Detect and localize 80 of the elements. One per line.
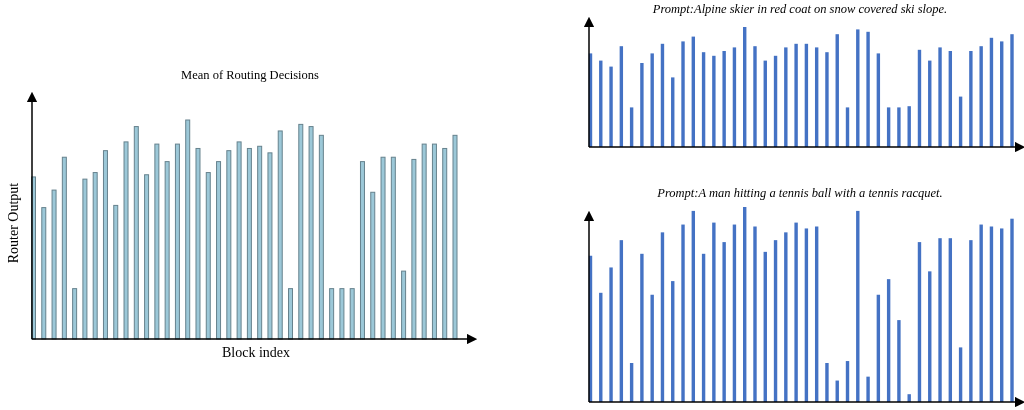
bar — [784, 47, 788, 147]
bar — [380, 156, 386, 340]
bar — [897, 320, 901, 402]
bar — [72, 288, 78, 340]
bar — [288, 288, 294, 340]
bar — [681, 41, 685, 147]
bar — [92, 172, 98, 340]
bar — [650, 294, 654, 402]
bar — [102, 150, 108, 340]
bar — [969, 240, 973, 402]
bar — [257, 145, 263, 340]
bar — [370, 191, 376, 340]
bar — [401, 270, 407, 340]
bar — [609, 267, 613, 402]
bar — [298, 123, 304, 340]
bar — [452, 134, 458, 340]
bar — [41, 207, 47, 340]
bar — [722, 242, 726, 402]
bar — [277, 130, 283, 340]
bar — [133, 126, 139, 340]
bar — [123, 141, 129, 340]
bar — [154, 143, 160, 340]
bar — [349, 288, 355, 340]
bar — [609, 66, 613, 147]
bar — [897, 107, 901, 147]
bar — [144, 174, 150, 340]
bar — [359, 161, 365, 340]
bar — [866, 376, 870, 402]
bar — [650, 53, 654, 147]
bar — [51, 189, 57, 340]
bar — [329, 288, 335, 340]
bar — [174, 143, 180, 340]
bar — [907, 394, 911, 402]
bar — [205, 172, 211, 340]
bar — [640, 63, 644, 147]
bar — [164, 161, 170, 340]
bar — [61, 156, 67, 340]
bar — [938, 47, 942, 147]
bar — [794, 222, 798, 402]
bar — [185, 119, 191, 340]
bar — [794, 43, 798, 147]
bar — [712, 55, 716, 147]
bar — [825, 52, 829, 147]
bar — [390, 156, 396, 340]
bar — [339, 288, 345, 340]
bar — [979, 224, 983, 402]
bar — [318, 134, 324, 340]
bar — [308, 126, 314, 340]
bar — [421, 143, 427, 340]
bar — [431, 143, 437, 340]
bar — [753, 46, 757, 147]
bar — [979, 46, 983, 147]
bar — [82, 178, 88, 340]
y-axis-title: Router Output — [6, 182, 21, 264]
bar — [753, 226, 757, 402]
x-axis-title: Block index — [221, 345, 291, 360]
bar — [784, 232, 788, 402]
bar — [938, 238, 942, 402]
bar — [195, 147, 201, 340]
chart-title: Prompt:A man hitting a tennis ball with a tennis racquet. — [656, 186, 943, 200]
bar — [236, 141, 242, 340]
bar — [722, 51, 726, 147]
bar — [1010, 218, 1014, 402]
bar — [712, 222, 716, 402]
bar — [969, 51, 973, 147]
bar — [226, 150, 232, 340]
bar — [411, 158, 417, 340]
bar — [246, 147, 252, 340]
bar — [216, 161, 222, 340]
bar — [442, 147, 448, 340]
bar — [907, 106, 911, 147]
bar — [113, 204, 119, 340]
bar — [640, 253, 644, 402]
chart-title: Prompt:Alpine skier in red coat on snow covered ski slope. — [651, 2, 948, 16]
bar — [681, 224, 685, 402]
bar — [825, 363, 829, 402]
bar — [1010, 34, 1014, 147]
chart-title: Mean of Routing Decisions — [181, 68, 320, 82]
bar — [267, 152, 273, 340]
bar — [866, 31, 870, 147]
